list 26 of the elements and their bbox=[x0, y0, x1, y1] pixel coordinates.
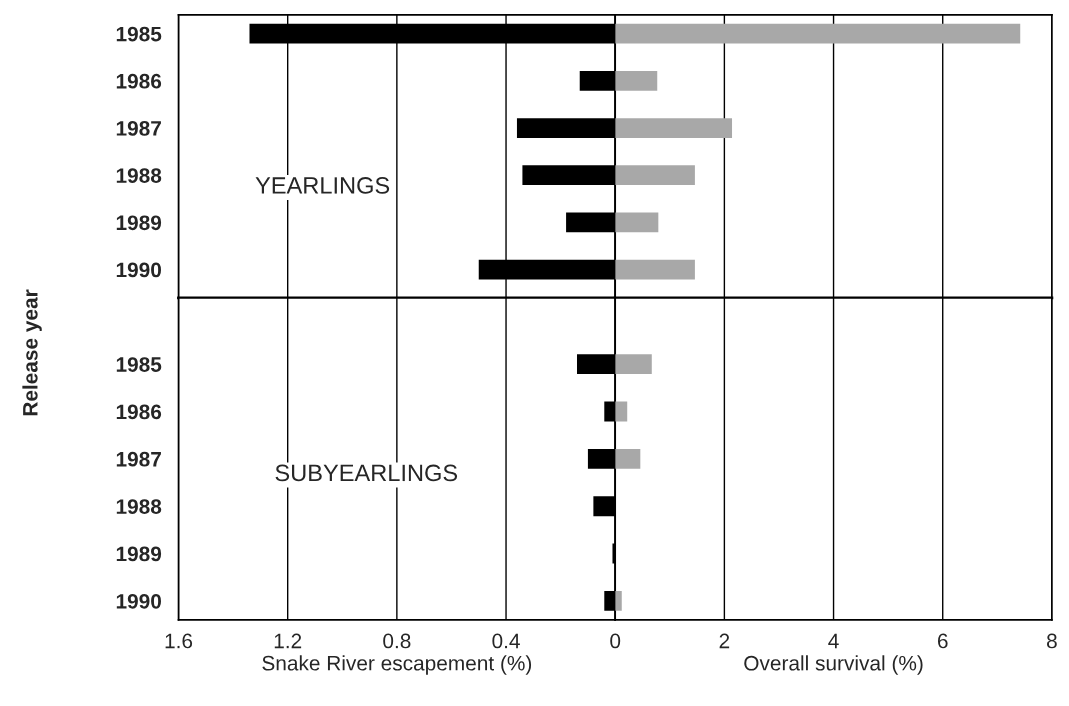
annotation: YEARLINGS bbox=[255, 177, 390, 194]
y-tick-label: 1988 bbox=[116, 499, 162, 514]
x-axis-title: Snake River escapement (%) bbox=[262, 655, 532, 675]
x-tick-label: 1.2 bbox=[274, 633, 302, 649]
x-tick-label: 4 bbox=[828, 633, 839, 649]
y-tick-label: 1986 bbox=[116, 73, 162, 89]
y-tick-label: 1989 bbox=[116, 546, 162, 562]
y-tick-label: 1990 bbox=[116, 262, 162, 278]
y-tick-label: 1985 bbox=[116, 357, 162, 372]
x-axis-title: Overall survival (%) bbox=[744, 655, 923, 675]
x-tick-label: 6 bbox=[937, 633, 948, 649]
x-tick-label: 1.6 bbox=[165, 633, 193, 649]
y-tick-label: 1987 bbox=[116, 121, 161, 136]
y-axis-title: Release year bbox=[22, 289, 42, 416]
x-tick-label: 2 bbox=[719, 633, 730, 649]
y-tick-label: 1986 bbox=[116, 404, 162, 420]
annotation: SUBYEARLINGS bbox=[275, 464, 458, 482]
x-tick-label: 0.8 bbox=[383, 633, 411, 649]
y-tick-label: 1985 bbox=[116, 26, 162, 42]
x-tick-label: 8 bbox=[1047, 633, 1057, 649]
x-tick-label: 0.4 bbox=[492, 633, 520, 649]
y-tick-label: 1990 bbox=[116, 593, 162, 609]
y-tick-label: 1989 bbox=[116, 215, 162, 231]
y-tick-label: 1987 bbox=[116, 451, 161, 467]
x-tick-label: 0 bbox=[610, 633, 621, 649]
y-tick-label: 1988 bbox=[116, 168, 162, 183]
